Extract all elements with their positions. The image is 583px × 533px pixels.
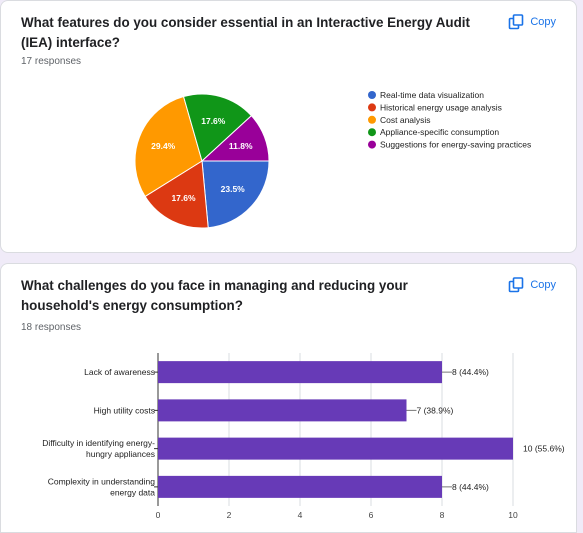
category-label: hungry appliances: [86, 449, 155, 459]
slice-label: 11.8%: [229, 141, 253, 151]
question-card-challenges: What challenges do you face in managing …: [0, 263, 577, 533]
data-label: 8 (44.4%): [452, 482, 489, 492]
pie-slice: [182, 93, 253, 162]
category-label: energy data: [110, 487, 155, 497]
category-label: High utility costs: [94, 405, 155, 415]
bar-chart: 0 2 4 6 8 10 Lack of awareness 8 (44.4%) High ut…: [42, 353, 565, 520]
pie-slice: [200, 115, 270, 162]
x-tick-label: 6: [369, 510, 374, 520]
x-tick-label: 4: [298, 510, 303, 520]
bar: [158, 475, 442, 498]
question-title: What challenges do you face in managing …: [21, 278, 408, 313]
copy-button[interactable]: Copy: [508, 14, 556, 30]
question-title: What features do you consider essential …: [21, 15, 470, 50]
slice-label: 29.4%: [151, 141, 176, 151]
category-label: Lack of awareness: [84, 367, 155, 377]
data-label: 7 (38.9%): [417, 405, 454, 415]
copy-icon: [508, 14, 524, 30]
legend-marker: [368, 115, 376, 124]
data-label: 8 (44.4%): [452, 367, 489, 377]
legend-label: Cost analysis: [380, 115, 431, 125]
legend-label: Appliance-specific consumption: [380, 127, 499, 137]
legend-marker: [368, 103, 376, 112]
pie-slice: [144, 160, 209, 229]
pie-slice: [201, 160, 270, 229]
legend-label: Historical energy usage analysis: [380, 102, 502, 112]
bar: [158, 399, 407, 422]
slice-label: 17.6%: [171, 193, 196, 203]
x-tick-label: 8: [440, 510, 445, 520]
bar: [158, 361, 442, 384]
slice-label: 17.6%: [201, 116, 226, 126]
x-tick-label: 10: [508, 510, 518, 520]
legend-marker: [368, 140, 376, 149]
legend-marker: [368, 91, 376, 99]
category-label: Difficulty in identifying energy-: [42, 438, 155, 448]
x-tick-label: 0: [156, 510, 161, 520]
data-label: 10 (55.6%): [523, 444, 565, 454]
legend-label: Real-time data visualization: [380, 90, 484, 100]
category-label: Complexity in understanding: [48, 476, 156, 486]
legend-label: Suggestions for energy-saving practices: [380, 140, 531, 150]
question-card-features: What features do you consider essential …: [0, 0, 577, 253]
slice-label: 23.5%: [221, 184, 246, 194]
copy-button[interactable]: Copy: [508, 277, 556, 293]
copy-label: Copy: [530, 279, 556, 291]
x-tick-label: 2: [227, 510, 232, 520]
pie-chart: 23.5% 17.6% 29.4% 17.6% 11.8% Real-time data …: [134, 90, 531, 229]
response-count: 18 responses: [21, 322, 82, 333]
response-count: 17 responses: [21, 56, 82, 67]
copy-label: Copy: [530, 16, 556, 28]
legend-marker: [368, 128, 376, 137]
pie-slice: [134, 95, 203, 198]
bar: [158, 437, 513, 460]
copy-icon: [508, 277, 524, 293]
